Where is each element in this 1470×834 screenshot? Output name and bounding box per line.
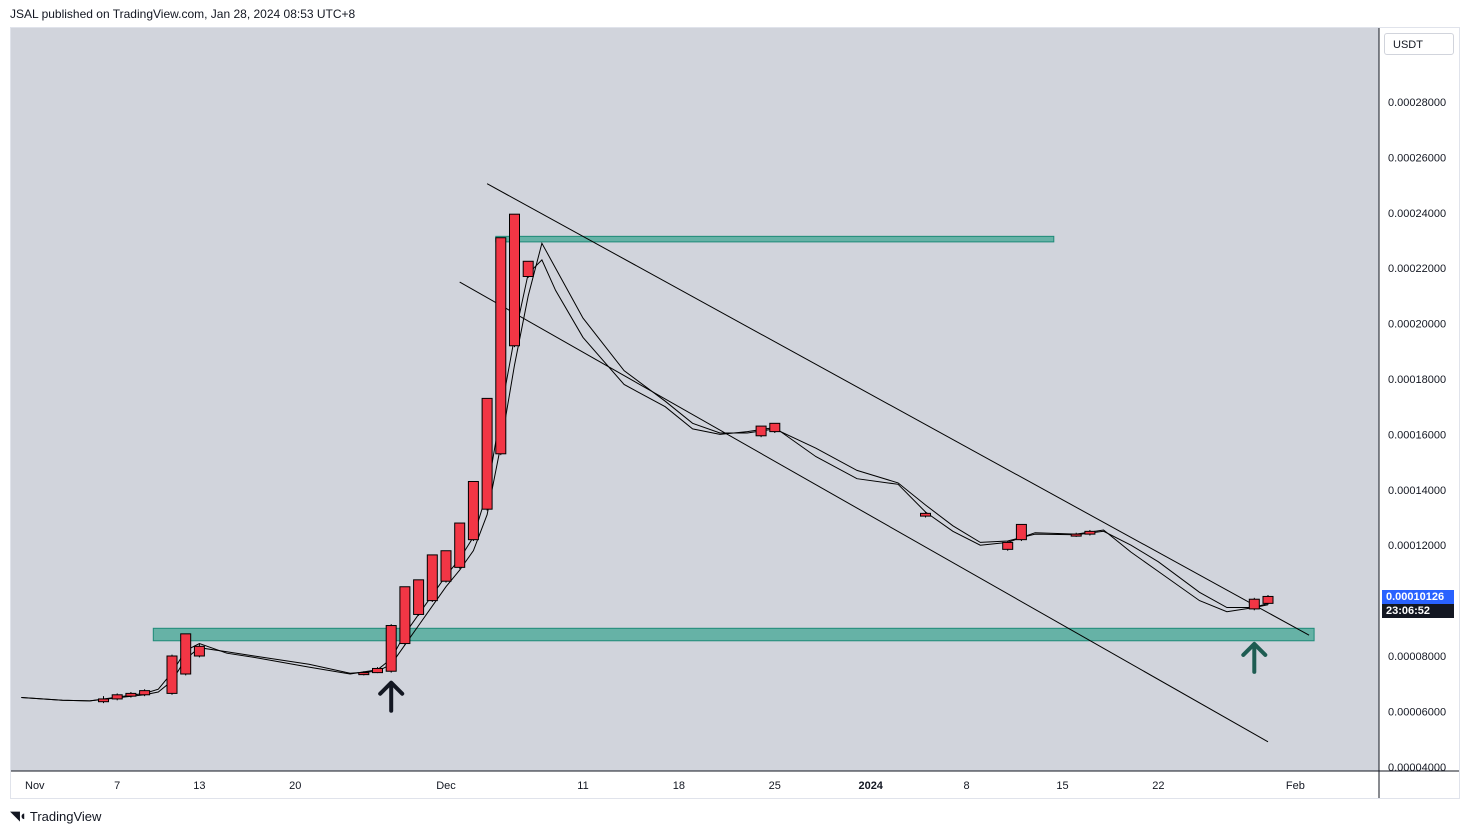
candle-12[interactable] bbox=[426, 554, 438, 602]
price-tick-label: 0.00012000 bbox=[1388, 540, 1446, 552]
price-tick-label: 0.00006000 bbox=[1388, 706, 1446, 718]
time-tick-label: 20 bbox=[289, 780, 301, 792]
candle-2[interactable] bbox=[125, 692, 137, 697]
trendline-0[interactable] bbox=[486, 183, 1310, 636]
publish-header: JSAL published on TradingView.com, Jan 2… bbox=[10, 7, 356, 21]
brand-name: TradingView bbox=[29, 808, 102, 824]
time-tick-label: 8 bbox=[964, 780, 970, 792]
support-resistance-zone-0[interactable] bbox=[495, 235, 1055, 243]
price-tick-label: 0.00028000 bbox=[1388, 97, 1446, 109]
candle-20[interactable] bbox=[755, 425, 767, 437]
candle-21[interactable] bbox=[769, 422, 781, 433]
price-tick-label: 0.00004000 bbox=[1388, 762, 1446, 774]
candle-16[interactable] bbox=[481, 397, 493, 510]
moving-average-line-0 bbox=[21, 259, 1269, 702]
candle-23[interactable] bbox=[1002, 541, 1014, 550]
up-arrow-icon[interactable] bbox=[378, 680, 405, 713]
last-price-label: 0.00010126 bbox=[1382, 590, 1454, 605]
candle-3[interactable] bbox=[139, 690, 151, 696]
price-tick-label: 0.00018000 bbox=[1388, 374, 1446, 386]
time-tick-label: Dec bbox=[436, 780, 456, 792]
trendlines-layer bbox=[459, 183, 1310, 743]
tradingview-logo-icon: ◥◖ bbox=[10, 808, 27, 823]
candle-4[interactable] bbox=[166, 655, 178, 694]
candle-7[interactable] bbox=[358, 672, 370, 676]
candle-0[interactable] bbox=[98, 698, 109, 703]
candle-25[interactable] bbox=[1070, 533, 1082, 537]
plot-area[interactable] bbox=[11, 28, 1379, 771]
price-tick-label: 0.00024000 bbox=[1388, 208, 1446, 220]
price-tick-label: 0.00026000 bbox=[1388, 152, 1446, 164]
candle-11[interactable] bbox=[413, 579, 425, 615]
candle-13[interactable] bbox=[440, 550, 452, 582]
time-scale: Nov 7 13 20 Dec 11 18 25 2024 8 15 22 Feb bbox=[25, 780, 1305, 792]
candle-1[interactable] bbox=[111, 694, 123, 700]
currency-selector[interactable]: USDT bbox=[1384, 33, 1454, 55]
up-arrow-icon[interactable] bbox=[1241, 641, 1268, 674]
candle-8[interactable] bbox=[372, 667, 383, 674]
time-tick-label: Nov bbox=[25, 780, 45, 792]
time-tick-label: 7 bbox=[114, 780, 120, 792]
time-tick-label: 18 bbox=[673, 780, 685, 792]
bar-countdown-label: 23:06:52 bbox=[1382, 604, 1454, 619]
candle-14[interactable] bbox=[454, 522, 466, 568]
candle-9[interactable] bbox=[385, 625, 397, 672]
candle-19[interactable] bbox=[522, 260, 534, 278]
candle-27[interactable] bbox=[1248, 598, 1260, 610]
trendline-1[interactable] bbox=[459, 281, 1269, 743]
time-tick-label: Feb bbox=[1286, 780, 1305, 792]
candle-24[interactable] bbox=[1015, 523, 1027, 541]
footer-brand[interactable]: ◥◖ TradingView bbox=[10, 808, 101, 824]
time-tick-label: 11 bbox=[577, 780, 588, 792]
time-tick-label: 25 bbox=[769, 780, 781, 792]
price-tick-label: 0.00008000 bbox=[1388, 651, 1446, 663]
arrows-layer bbox=[378, 641, 1268, 713]
candle-18[interactable] bbox=[509, 213, 520, 347]
candle-28[interactable] bbox=[1262, 595, 1274, 604]
time-tick-label: 2024 bbox=[858, 780, 883, 792]
candle-6[interactable] bbox=[193, 645, 205, 657]
candle-26[interactable] bbox=[1084, 530, 1096, 535]
candle-17[interactable] bbox=[495, 237, 507, 455]
time-tick-label: 13 bbox=[193, 780, 205, 792]
price-tick-label: 0.00016000 bbox=[1388, 429, 1446, 441]
time-tick-label: 15 bbox=[1056, 780, 1068, 792]
candle-22[interactable] bbox=[920, 512, 931, 517]
support-resistance-zone-1[interactable] bbox=[152, 627, 1315, 642]
moving-average-line-1 bbox=[21, 241, 1269, 702]
candles-layer bbox=[98, 213, 1274, 704]
time-tick-label: 22 bbox=[1152, 780, 1164, 792]
price-tick-label: 0.00020000 bbox=[1388, 319, 1446, 331]
zones-layer bbox=[152, 235, 1315, 642]
price-tick-label: 0.00014000 bbox=[1388, 485, 1446, 497]
candle-5[interactable] bbox=[180, 633, 192, 675]
chart-frame bbox=[10, 27, 1460, 799]
candle-15[interactable] bbox=[467, 480, 479, 541]
candle-10[interactable] bbox=[399, 586, 411, 645]
price-scale: 0.00028000 0.00026000 0.00024000 0.00022000… bbox=[1388, 97, 1446, 774]
price-tick-label: 0.00022000 bbox=[1388, 263, 1446, 275]
moving-averages-layer bbox=[21, 241, 1269, 702]
